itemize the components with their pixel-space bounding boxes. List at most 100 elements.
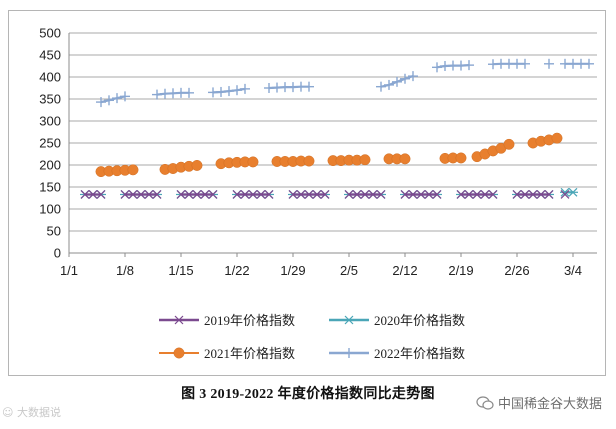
- x-tick-label: 1/8: [116, 263, 134, 278]
- data-point: [216, 86, 226, 97]
- marker-stroke: [512, 190, 522, 199]
- marker-stroke: [208, 190, 218, 199]
- watermark-right-text: 中国稀金谷大数据: [497, 397, 602, 412]
- data-point: [224, 86, 234, 97]
- x-tick-label: 2/26: [504, 263, 529, 278]
- data-point: [184, 190, 194, 199]
- marker-stroke: [560, 190, 570, 199]
- marker-stroke: [320, 190, 330, 199]
- data-point: [232, 190, 242, 199]
- data-point: [191, 159, 203, 171]
- series-0: [80, 190, 570, 199]
- data-point: [376, 81, 386, 92]
- y-tick-label: 400: [39, 70, 61, 85]
- data-point: [128, 190, 138, 199]
- marker-stroke: [472, 190, 482, 199]
- legend-item: 2019年价格指数: [159, 313, 295, 328]
- series-2: [95, 132, 563, 178]
- marker-stroke: [184, 190, 194, 199]
- data-point: [544, 58, 554, 69]
- marker-stroke: [536, 190, 546, 199]
- marker-stroke: [528, 190, 538, 199]
- marker-stroke: [416, 190, 426, 199]
- marker-stroke: [304, 190, 314, 199]
- data-point: [568, 187, 578, 197]
- data-point: [200, 190, 210, 199]
- data-point: [584, 58, 594, 69]
- legend-label: 2022年价格指数: [374, 346, 465, 361]
- data-point: [247, 156, 259, 168]
- data-point: [152, 89, 162, 100]
- legend-marker: [174, 315, 184, 325]
- data-point: [312, 190, 322, 199]
- series-group: [80, 58, 594, 199]
- figure-caption: 图 3 2019-2022 年度价格指数同比走势图: [181, 387, 435, 402]
- marker-stroke: [464, 190, 474, 199]
- data-point: [408, 71, 418, 82]
- data-point: [480, 190, 490, 199]
- watermark-left: ☺ 大数据说: [2, 406, 61, 419]
- marker-stroke: [400, 190, 410, 199]
- data-point: [520, 190, 530, 199]
- data-point: [456, 190, 466, 199]
- x-tick-label: 2/12: [392, 263, 417, 278]
- marker-stroke: [544, 190, 554, 199]
- y-tick-label: 300: [39, 114, 61, 129]
- data-point: [352, 190, 362, 199]
- data-point: [296, 190, 306, 199]
- data-point: [536, 190, 546, 199]
- marker-stroke: [312, 190, 322, 199]
- data-point: [96, 97, 106, 108]
- data-point: [120, 190, 130, 199]
- y-tick-label: 150: [39, 180, 61, 195]
- y-tick-label: 0: [54, 246, 61, 261]
- y-tick-label: 100: [39, 202, 61, 217]
- data-point: [144, 190, 154, 199]
- data-point: [96, 190, 106, 199]
- wechat-icon: [476, 395, 494, 410]
- marker-stroke: [424, 190, 434, 199]
- marker-stroke: [88, 190, 98, 199]
- data-point: [127, 164, 139, 176]
- marker-stroke: [296, 190, 306, 199]
- x-tick-label: 1/22: [224, 263, 249, 278]
- data-point: [560, 190, 570, 199]
- data-point: [208, 190, 218, 199]
- y-tick-label: 350: [39, 92, 61, 107]
- data-point: [303, 155, 315, 167]
- marker-stroke: [136, 190, 146, 199]
- marker-stroke: [128, 190, 138, 199]
- legend-item: 2020年价格指数: [329, 313, 465, 328]
- marker-stroke: [408, 190, 418, 199]
- data-point: [416, 190, 426, 199]
- series-line: [100, 95, 126, 104]
- marker-stroke: [368, 190, 378, 199]
- data-point: [320, 190, 330, 199]
- marker-stroke: [240, 190, 250, 199]
- data-point: [360, 190, 370, 199]
- data-point: [512, 190, 522, 199]
- gridlines: [69, 32, 597, 254]
- data-point: [136, 190, 146, 199]
- data-point: [455, 152, 467, 164]
- data-point: [551, 132, 563, 144]
- data-point: [368, 190, 378, 199]
- x-tick-label: 1/29: [280, 263, 305, 278]
- data-point: [408, 190, 418, 199]
- data-point: [88, 190, 98, 199]
- data-point: [432, 190, 442, 199]
- marker-stroke: [256, 190, 266, 199]
- legend-item: 2021年价格指数: [159, 346, 295, 361]
- marker-stroke: [456, 190, 466, 199]
- marker-stroke: [376, 190, 386, 199]
- data-point: [288, 190, 298, 199]
- axes: 0 50 100 150 200 250 300 350 400 450 500 1/1 1/8 1/15…: [39, 26, 597, 278]
- data-point: [400, 190, 410, 199]
- watermark-right: 中国稀金谷大数据: [476, 393, 602, 412]
- x-tick-label: 1/15: [168, 263, 193, 278]
- marker-stroke: [200, 190, 210, 199]
- data-point: [520, 58, 530, 69]
- legend-label: 2020年价格指数: [374, 313, 465, 328]
- marker-stroke: [96, 190, 106, 199]
- data-point: [80, 190, 90, 199]
